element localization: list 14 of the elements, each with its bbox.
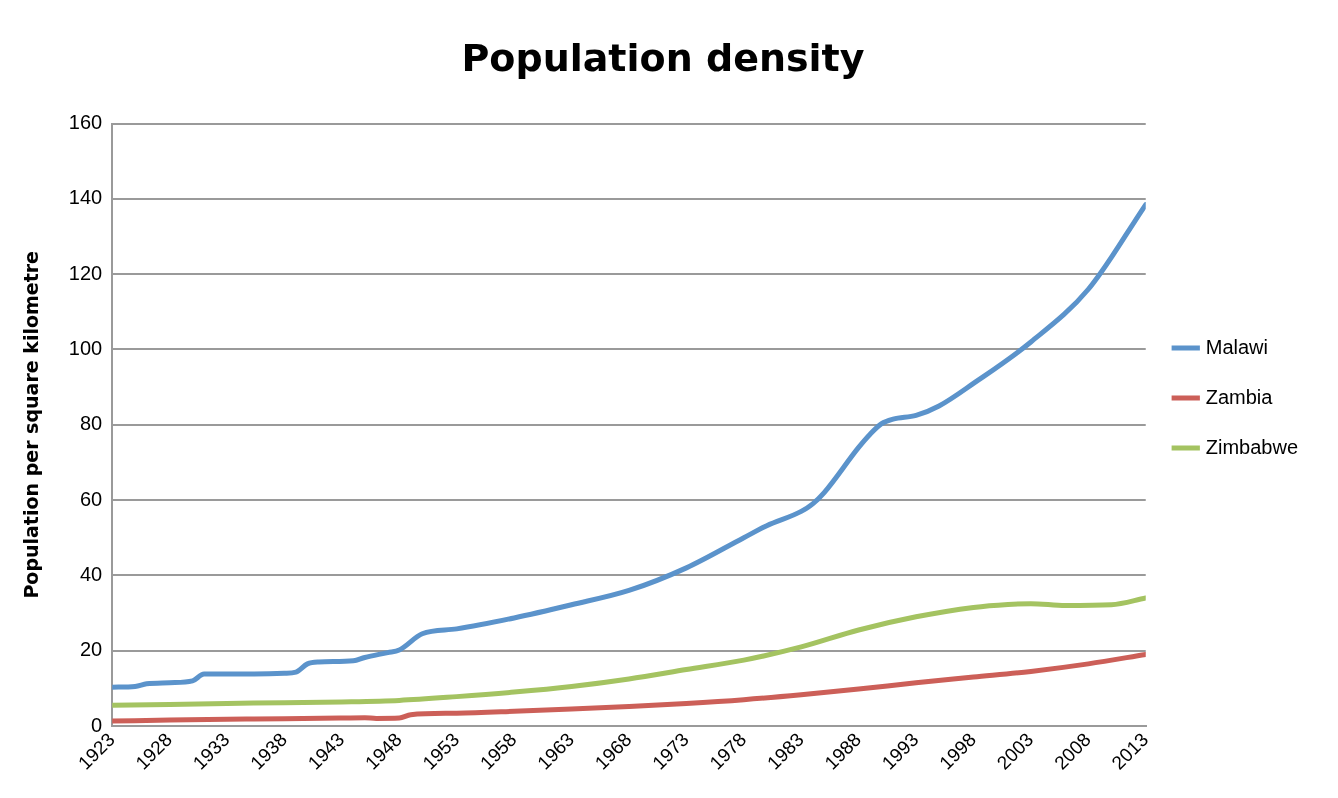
y-tick-label: 80 [79,412,103,435]
legend-label: Malawi [1205,335,1268,358]
y-tick-label: 20 [79,638,103,661]
legend-label: Zambia [1205,385,1274,408]
legend-label: Zimbabwe [1205,435,1299,458]
y-tick-label: 120 [68,261,103,284]
y-tick-label: 40 [79,562,103,585]
y-tick-label: 60 [79,487,103,510]
y-tick-label: 100 [68,337,103,360]
y-tick-label: 160 [68,111,103,134]
chart-title: Population density [461,35,865,80]
y-tick-label: 0 [91,713,103,736]
y-tick-label: 140 [68,186,103,209]
y-axis-title: Population per square kilometre [20,251,43,599]
